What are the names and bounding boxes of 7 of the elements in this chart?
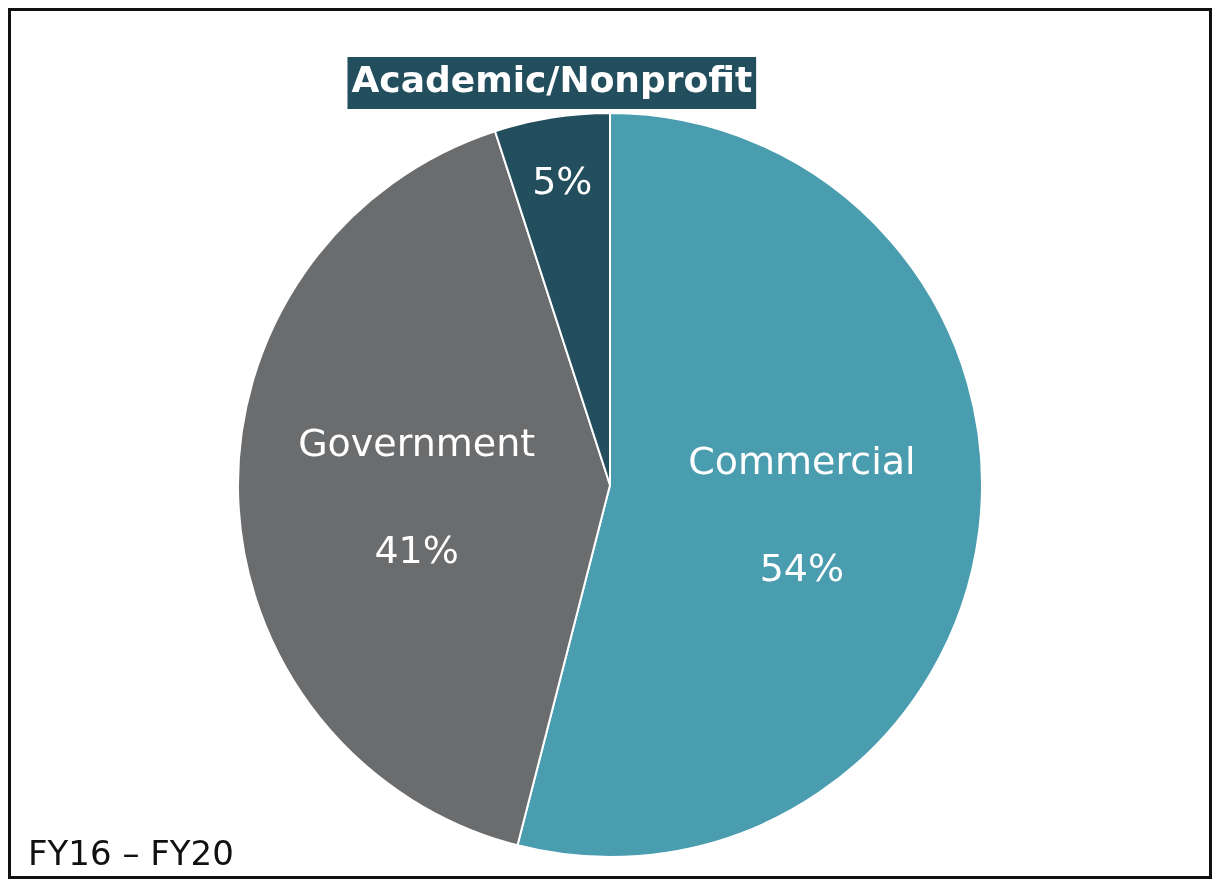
text: FY16 – FY20 [28, 833, 234, 873]
data-label: 54% [759, 546, 845, 591]
data-label: 41% [374, 527, 459, 572]
slice-label: Academic/Nonprofit [351, 59, 753, 101]
slice-label: Government [298, 420, 536, 465]
slice-label: Commercial [688, 439, 916, 484]
data-label: 5% [532, 158, 593, 203]
